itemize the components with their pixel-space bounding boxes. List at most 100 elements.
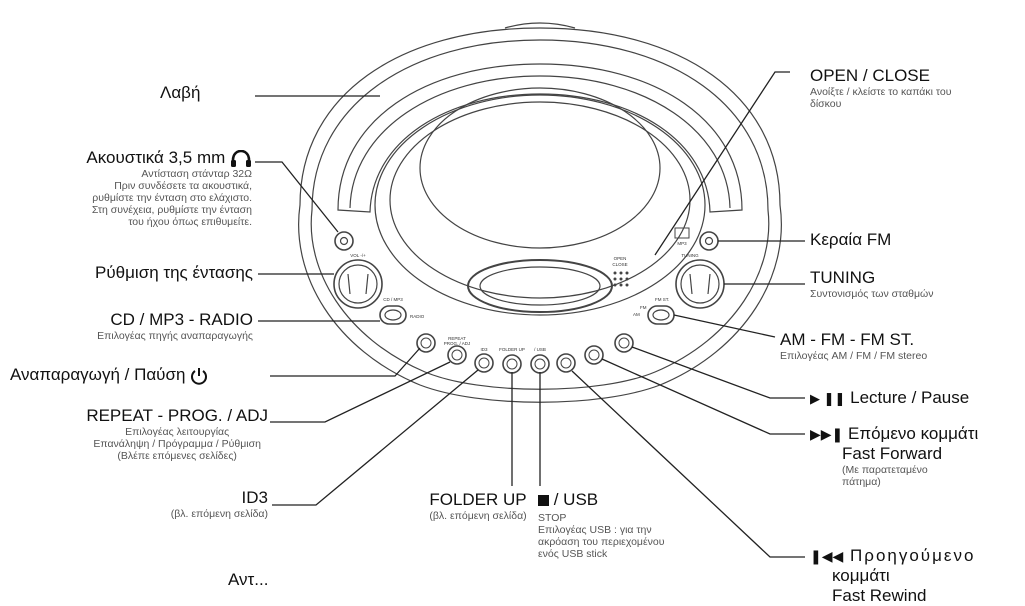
headphones-desc-4: Στη συνέχεια, ρυθμίστε την ένταση [91,204,252,216]
label-volume: Ρύθμιση της έντασης [95,263,253,282]
repeat-desc-2: Επανάληψη / Πρόγραμμα / Ρύθμιση [93,438,261,450]
label-lecture: Lecture / Pause [850,388,970,407]
headphones-desc-1: Αντίσταση στάνταρ 32Ω [141,168,252,180]
label-prev: Προηγούμενο [850,546,976,565]
label-source-block: CD / MP3 - RADIO Επιλογέας πηγής αναπαρα… [97,310,253,342]
prev-button [556,353,576,373]
label-folder-up: FOLDER UP [429,490,527,509]
label-repeat-block: REPEAT - PROG. / ADJ Επιλογέας λειτουργί… [86,406,268,462]
device-body-inner-outline [310,39,770,390]
cd-player-diagram: VOL -/+ CD / MP3 RADIO REPEAT PROG. / AD… [255,22,805,558]
label-tuning: TUNING [810,268,876,287]
usb-desc-1: STOP [538,512,567,524]
label-folder-up-desc: (βλ. επόμενη σελίδα) [429,510,527,522]
id3-button [474,353,494,373]
play-pause-button-right [614,333,634,353]
device-label-radio: RADIO [410,314,425,319]
label-source-desc: Επιλογέας πηγής αναπαραγωγής [97,330,253,342]
display-window [467,259,613,313]
headphones-desc-2: Πριν συνδέσετε τα ακουστικά, [114,180,252,192]
play-pause-button-left [416,333,436,353]
label-band: AM - FM - FM ST. [780,330,915,349]
fm-antenna-jack [699,231,719,251]
tuning-knob [675,259,725,309]
cd-window [419,87,661,249]
open-close-desc-2: δίσκου [810,98,842,110]
label-play-pause-block: Αναπαραγωγή / Παύση [10,365,208,385]
device-label-fm-st: FM ST. [655,297,669,302]
label-source: CD / MP3 - RADIO [110,310,253,329]
label-play-pause: Αναπαραγωγή / Παύση [10,365,186,384]
band-switch [647,305,675,325]
label-open-close: OPEN / CLOSE [810,66,930,85]
device-label-open: OPEN [614,256,627,261]
label-id3-desc: (βλ. επόμενη σελίδα) [170,508,268,520]
callout-lines [255,71,805,558]
label-headphones-title: Ακουστικά 3,5 mm [0,148,252,168]
label-band-desc: Επιλογέας AM / FM / FM stereo [780,350,928,362]
label-lecture-block: ▶ ❚❚ Lecture / Pause [810,388,969,408]
power-icon [191,367,208,385]
repeat-desc-3: (Βλέπε επόμενες σελίδες) [117,450,237,462]
play-pause-icon: ▶ ❚❚ [810,391,846,406]
device-label-repeat: REPEAT [448,336,466,341]
label-prev-line3: Fast Rewind [832,586,927,605]
label-handle: Λαβή [160,83,201,102]
label-prev-block: ❚◀◀ Προηγούμενο κομμάτι Fast Rewind [810,546,975,606]
label-bottom-partial: Αντ... [228,570,269,589]
headphones-desc-5: του ήχου όπως επιθυμείτε. [128,216,252,228]
label-next: Επόμενο κομμάτι [848,424,979,443]
source-switch [379,305,407,325]
label-folder-up-block: FOLDER UP (βλ. επόμενη σελίδα) [418,490,538,522]
device-label-vol: VOL -/+ [350,253,366,258]
headphones-icon [231,149,251,167]
speaker-grille [613,271,629,287]
device-label-prog-adj: PROG. / ADJ [444,341,471,346]
device-label-usb: / USB [534,347,546,352]
label-next-sub: Fast Forward [842,444,943,463]
repeat-button [447,345,467,365]
volume-knob [333,259,383,309]
usb-desc-3: ακρόαση του περιεχομένου [538,536,665,548]
label-tuning-desc: Συντονισμός των σταθμών [810,288,934,300]
label-tuning-block: TUNING Συντονισμός των σταθμών [810,268,934,300]
device-label-id3: ID3 [480,347,488,352]
device-label-cd-mp3: CD / MP3 [383,297,403,302]
label-open-close-block: OPEN / CLOSE Ανοίξτε / κλείστε το καπάκι… [810,66,951,110]
device-label-tuning: TUNING [681,253,699,258]
device-label-close: CLOSE [612,262,627,267]
device-body-outline [298,27,782,403]
next-desc-1: (Με παρατεταμένο [842,464,928,476]
next-icon: ▶▶❚ [810,426,844,442]
next-desc-2: πάτημα) [842,476,881,488]
device-label-folder-up: FOLDER UP [499,347,525,352]
usb-desc-4: ενός USB stick [538,548,608,560]
device-label-fm: FM [640,305,647,310]
label-headphones-block: Ακουστικά 3,5 mm Αντίσταση στάνταρ 32Ω Π… [0,148,252,228]
open-close-desc-1: Ανοίξτε / κλείστε το καπάκι του [810,86,952,98]
cd-logo [674,227,690,239]
stop-icon [538,495,549,506]
headphone-jack [334,231,354,251]
label-usb: / USB [553,490,599,509]
handle [337,63,743,213]
headphones-desc-3: ρυθμίστε την ένταση στο ελάχιστο. [92,192,252,204]
label-prev-line2: κομμάτι [832,566,890,585]
label-id3-block: ID3 (βλ. επόμενη σελίδα) [171,488,268,520]
folder-up-button [502,354,522,374]
next-button [584,345,604,365]
repeat-desc-1: Επιλογέας λειτουργίας [125,426,230,438]
usb-desc-2: Επιλογέας USB : για την [538,524,652,536]
label-id3: ID3 [241,488,268,507]
device-label-mp3: MP3 [677,241,687,246]
prev-icon: ❚◀◀ [810,548,844,564]
label-band-block: AM - FM - FM ST. Επιλογέας AM / FM / FM … [780,330,927,362]
device-label-am: AM [633,312,640,317]
label-fm-antenna: Κεραία FM [810,230,892,249]
label-repeat: REPEAT - PROG. / ADJ [86,406,268,425]
label-usb-block: / USB STOP Επιλογέας USB : για την ακρόα… [538,490,664,560]
stop-usb-button [530,354,550,374]
label-next-block: ▶▶❚ Επόμενο κομμάτι Fast Forward (Με παρ… [810,424,978,488]
label-headphones: Ακουστικά 3,5 mm [86,148,226,167]
cd-lid [374,94,706,316]
